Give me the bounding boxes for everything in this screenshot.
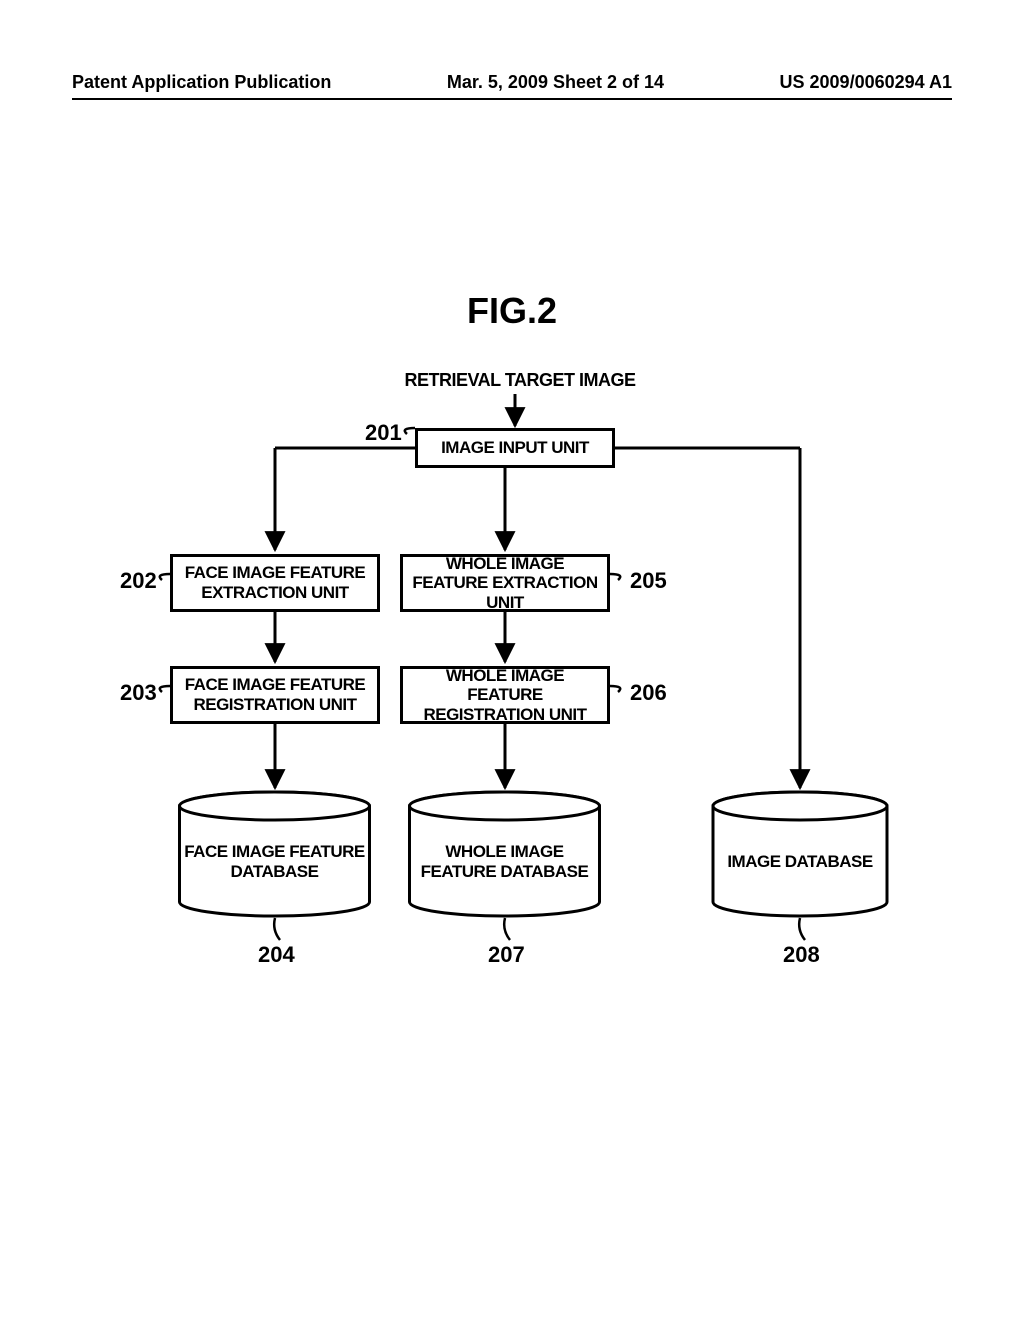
- figure-title: FIG.2: [0, 290, 1024, 332]
- db-207-label: WHOLE IMAGE FEATURE DATABASE: [407, 842, 602, 881]
- node-206-label: WHOLE IMAGE FEATURE REGISTRATION UNIT: [407, 666, 603, 725]
- ref-205: 205: [630, 568, 667, 594]
- node-whole-extraction: WHOLE IMAGE FEATURE EXTRACTION UNIT: [400, 554, 610, 612]
- db-208-label: IMAGE DATABASE: [710, 852, 890, 872]
- db-face-feature: FACE IMAGE FEATURE DATABASE: [177, 790, 372, 918]
- db-204-label: FACE IMAGE FEATURE DATABASE: [177, 842, 372, 881]
- diagram: RETRIEVAL TARGET IMAGE: [0, 370, 1024, 1070]
- header-left: Patent Application Publication: [72, 72, 331, 93]
- node-face-extraction: FACE IMAGE FEATURE EXTRACTION UNIT: [170, 554, 380, 612]
- db-whole-feature: WHOLE IMAGE FEATURE DATABASE: [407, 790, 602, 918]
- header-rule: [72, 98, 952, 100]
- ref-207: 207: [488, 942, 525, 968]
- node-whole-registration: WHOLE IMAGE FEATURE REGISTRATION UNIT: [400, 666, 610, 724]
- page-header: Patent Application Publication Mar. 5, 2…: [0, 72, 1024, 93]
- db-image: IMAGE DATABASE: [710, 790, 890, 918]
- node-203-label: FACE IMAGE FEATURE REGISTRATION UNIT: [177, 675, 373, 714]
- node-202-label: FACE IMAGE FEATURE EXTRACTION UNIT: [177, 563, 373, 602]
- ref-208: 208: [783, 942, 820, 968]
- ref-206: 206: [630, 680, 667, 706]
- ref-202: 202: [120, 568, 157, 594]
- ref-204: 204: [258, 942, 295, 968]
- ref-201: 201: [365, 420, 402, 446]
- header-center: Mar. 5, 2009 Sheet 2 of 14: [447, 72, 664, 93]
- node-205-label: WHOLE IMAGE FEATURE EXTRACTION UNIT: [407, 554, 603, 613]
- node-image-input-unit: IMAGE INPUT UNIT: [415, 428, 615, 468]
- ref-203: 203: [120, 680, 157, 706]
- header-right: US 2009/0060294 A1: [780, 72, 952, 93]
- node-face-registration: FACE IMAGE FEATURE REGISTRATION UNIT: [170, 666, 380, 724]
- node-201-label: IMAGE INPUT UNIT: [441, 438, 589, 458]
